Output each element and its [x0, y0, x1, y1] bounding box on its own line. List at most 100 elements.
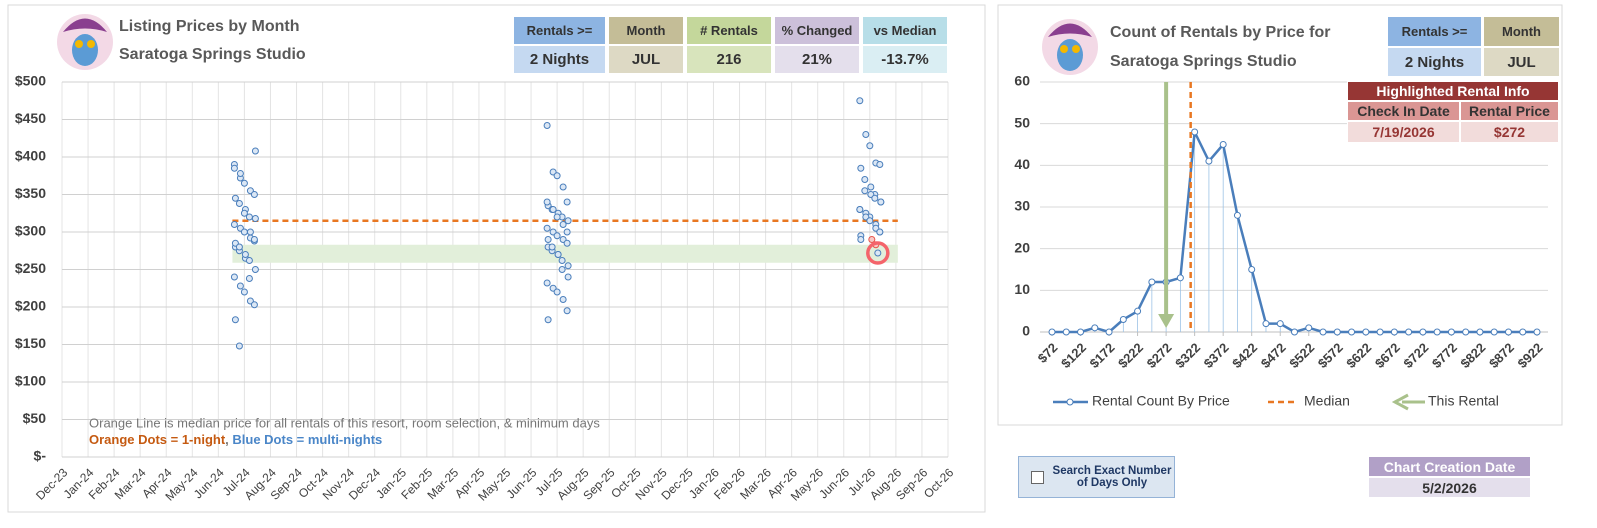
- stat-label: Month: [608, 16, 684, 45]
- this-rental-arrowhead: [1158, 314, 1175, 328]
- date-header: Chart Creation Date: [1368, 456, 1531, 477]
- stat-label: vs Median: [862, 16, 948, 45]
- stat-label: Month: [1483, 16, 1560, 47]
- point: [246, 228, 254, 236]
- point: [1490, 328, 1498, 336]
- point: [230, 164, 238, 172]
- y-tick-label: 20: [1014, 239, 1030, 255]
- point: [250, 191, 258, 198]
- point: [543, 198, 551, 206]
- point: [245, 275, 253, 282]
- point: [1305, 324, 1313, 332]
- point: [553, 213, 561, 221]
- point: [867, 183, 875, 191]
- point: [564, 262, 572, 270]
- y-tick-label: 40: [1014, 156, 1030, 172]
- stat-value: 21%: [774, 45, 860, 74]
- point: [1476, 328, 1484, 336]
- legend-marker: [1066, 398, 1074, 406]
- stat-value: -13.7%: [862, 45, 948, 74]
- y-tick-label: $500: [15, 73, 46, 89]
- y-tick-label: 30: [1014, 198, 1030, 214]
- stat-label: # Rentals: [686, 16, 772, 45]
- point: [1447, 328, 1455, 336]
- y-tick-label: 0: [1022, 323, 1030, 339]
- y-tick-label: $250: [15, 260, 46, 276]
- point: [1048, 328, 1056, 336]
- point: [240, 228, 248, 236]
- point: [559, 296, 567, 303]
- stat-label: % Changed: [774, 16, 860, 45]
- point: [1433, 328, 1441, 336]
- point: [543, 224, 551, 232]
- legend-arrow: [1391, 393, 1425, 411]
- point: [250, 236, 258, 243]
- legend-label: Median: [1304, 393, 1350, 409]
- point: [544, 316, 552, 324]
- y-tick-label: $200: [15, 298, 46, 314]
- point: [1276, 320, 1284, 328]
- legend-label: Rental Count By Price: [1092, 393, 1230, 409]
- highlight-band: [232, 244, 898, 263]
- point: [1376, 328, 1384, 336]
- y-tick-label: $100: [15, 373, 46, 389]
- point: [1148, 278, 1156, 286]
- highlight-point: [874, 249, 882, 257]
- point: [549, 206, 557, 213]
- point: [235, 243, 243, 251]
- avatar: [1042, 19, 1098, 75]
- point: [553, 232, 561, 240]
- y-tick-label: $-: [34, 448, 47, 464]
- point: [1248, 266, 1256, 273]
- checkbox-control[interactable]: Search Exact Number of Days Only: [1018, 456, 1175, 498]
- point: [559, 221, 567, 228]
- point: [564, 217, 572, 225]
- point: [1533, 328, 1541, 336]
- annotation-part: ,: [225, 432, 232, 447]
- point: [563, 307, 571, 315]
- point: [230, 221, 238, 228]
- point: [1504, 328, 1512, 336]
- point: [235, 342, 243, 350]
- point: [871, 194, 879, 202]
- point: [862, 131, 870, 138]
- table-cell: $272: [1460, 121, 1559, 143]
- point: [553, 288, 561, 296]
- point: [250, 301, 258, 309]
- table-header: Rental Price: [1460, 101, 1559, 121]
- point: [231, 194, 239, 202]
- point: [564, 273, 572, 281]
- subtitle: Saratoga Springs Studio: [119, 46, 306, 63]
- point: [240, 209, 248, 217]
- point: [876, 228, 884, 236]
- avatar: [57, 14, 113, 70]
- point: [558, 257, 566, 264]
- point: [1390, 328, 1398, 336]
- legend-label: This Rental: [1428, 393, 1499, 409]
- annotation-part: Blue Dots = multi-nights: [232, 432, 382, 447]
- point: [866, 142, 874, 150]
- annotation: Orange Line is median price for all rent…: [89, 415, 600, 430]
- y-tick-label: $400: [15, 148, 46, 164]
- point: [856, 97, 864, 105]
- stat-label: Rentals >=: [1387, 16, 1482, 47]
- point: [866, 217, 874, 225]
- table-header: Check In Date: [1347, 101, 1460, 121]
- point: [251, 215, 259, 222]
- point: [1077, 328, 1085, 336]
- point: [861, 176, 869, 183]
- point: [251, 147, 259, 155]
- point: [245, 257, 253, 264]
- title: Listing Prices by Month: [119, 18, 300, 35]
- point: [1519, 328, 1527, 336]
- checkbox[interactable]: [1031, 470, 1044, 484]
- y-tick-label: 50: [1014, 114, 1030, 130]
- point: [1105, 328, 1113, 336]
- point: [543, 279, 551, 287]
- checkbox-label[interactable]: Search Exact Number of Days Only: [1052, 465, 1172, 489]
- stat-value: JUL: [1483, 47, 1560, 77]
- point: [876, 161, 884, 168]
- point: [563, 239, 571, 247]
- stat-label: Rentals >=: [513, 16, 606, 45]
